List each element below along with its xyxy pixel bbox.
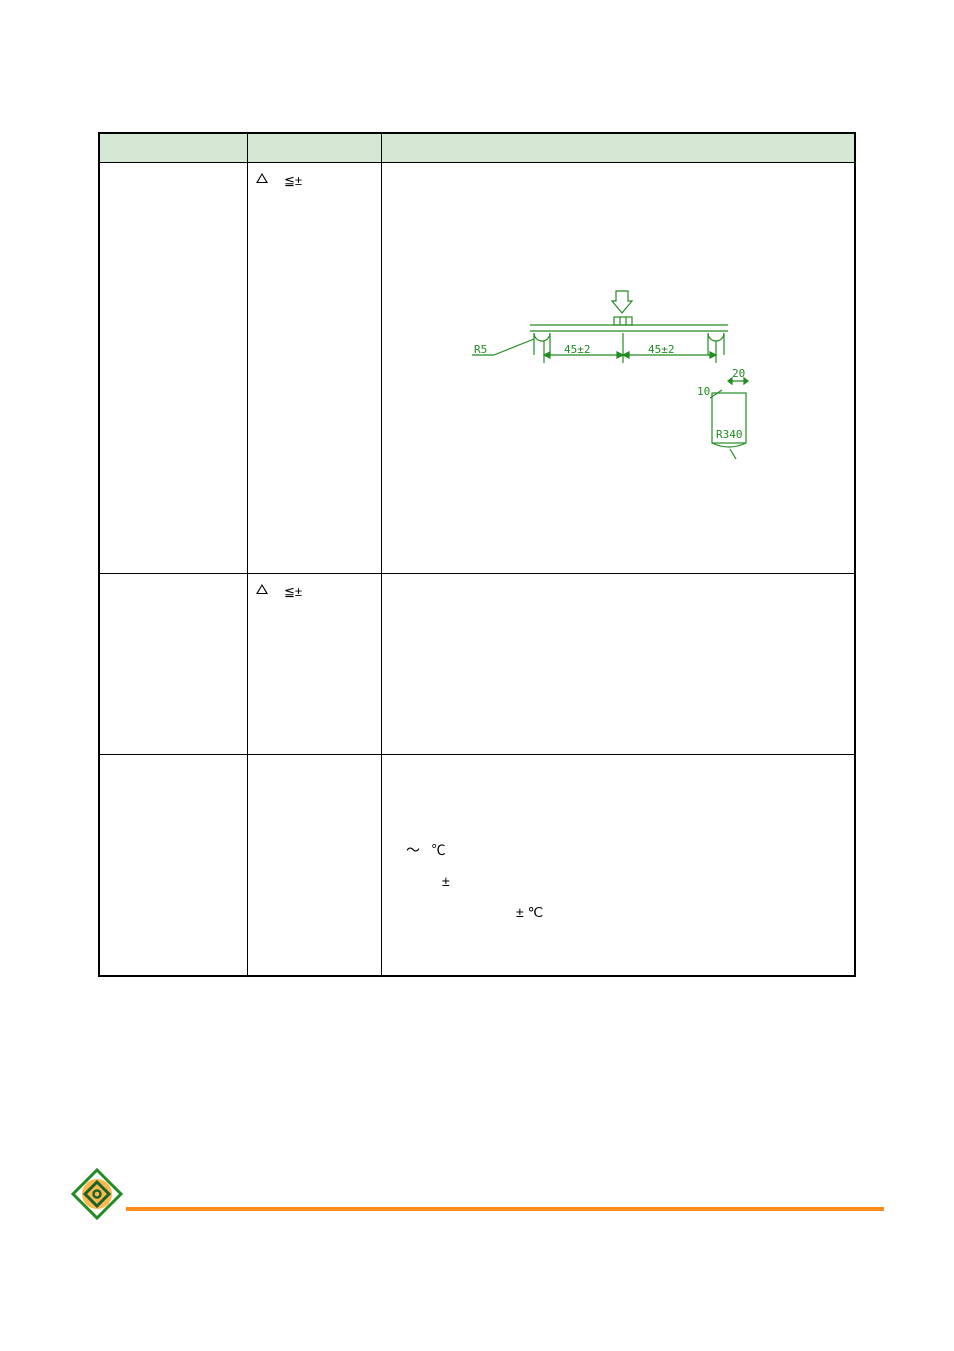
right-support: [708, 333, 724, 341]
label-r5: R5: [474, 343, 487, 356]
page-root: ≦±: [0, 0, 954, 1351]
bending-diagram: R5 45±2 45±2 20 10 R340: [422, 283, 822, 503]
down-arrow-icon: [612, 291, 632, 313]
r3c3: 〜 ℃ ± ± ℃: [382, 755, 854, 975]
ah4: [710, 352, 716, 358]
temp-line1: 〜 ℃: [406, 835, 543, 866]
label-10: 10: [697, 385, 710, 398]
table-row-1: ≦±: [100, 163, 854, 574]
r2c2: ≦±: [248, 574, 382, 754]
triangle-icon: [256, 173, 268, 183]
r1c2-lte-pm: ≦±: [284, 173, 302, 189]
header-col3: [382, 134, 854, 162]
r3c2: [248, 755, 382, 975]
ah3: [623, 352, 629, 358]
label-dim1: 45±2: [564, 343, 591, 356]
triangle-icon: [256, 584, 268, 594]
label-20: 20: [732, 367, 745, 380]
r2c3: [382, 574, 854, 754]
r2c2-lte-pm: ≦±: [284, 584, 302, 600]
left-support: [534, 333, 550, 341]
r340-arc: [712, 443, 746, 447]
table-row-3: 〜 ℃ ± ± ℃: [100, 755, 854, 975]
r2c2-symbols: ≦±: [256, 584, 302, 600]
logo-icon: [70, 1167, 124, 1221]
center-block: [614, 317, 632, 325]
table-header-row: [100, 134, 854, 163]
main-table: ≦±: [98, 132, 856, 977]
r1c1: [100, 163, 248, 573]
temp-line3: ± ℃: [406, 897, 543, 928]
temperature-block: 〜 ℃ ± ± ℃: [406, 835, 543, 927]
ah1: [544, 352, 550, 358]
r1c2: ≦±: [248, 163, 382, 573]
r5-leader: [494, 339, 534, 355]
temp-line2: ±: [406, 866, 543, 897]
r2c1: [100, 574, 248, 754]
page-footer: [70, 1167, 884, 1223]
label-r340: R340: [716, 428, 743, 441]
label-dim2: 45±2: [648, 343, 675, 356]
r1c3: R5 45±2 45±2 20 10 R340: [382, 163, 854, 573]
table-row-2: ≦±: [100, 574, 854, 755]
header-col1: [100, 134, 248, 162]
header-col2: [248, 134, 382, 162]
footer-divider: [126, 1207, 884, 1211]
r1c2-symbols: ≦±: [256, 173, 302, 189]
r340-tick: [730, 449, 736, 459]
r3c1: [100, 755, 248, 975]
